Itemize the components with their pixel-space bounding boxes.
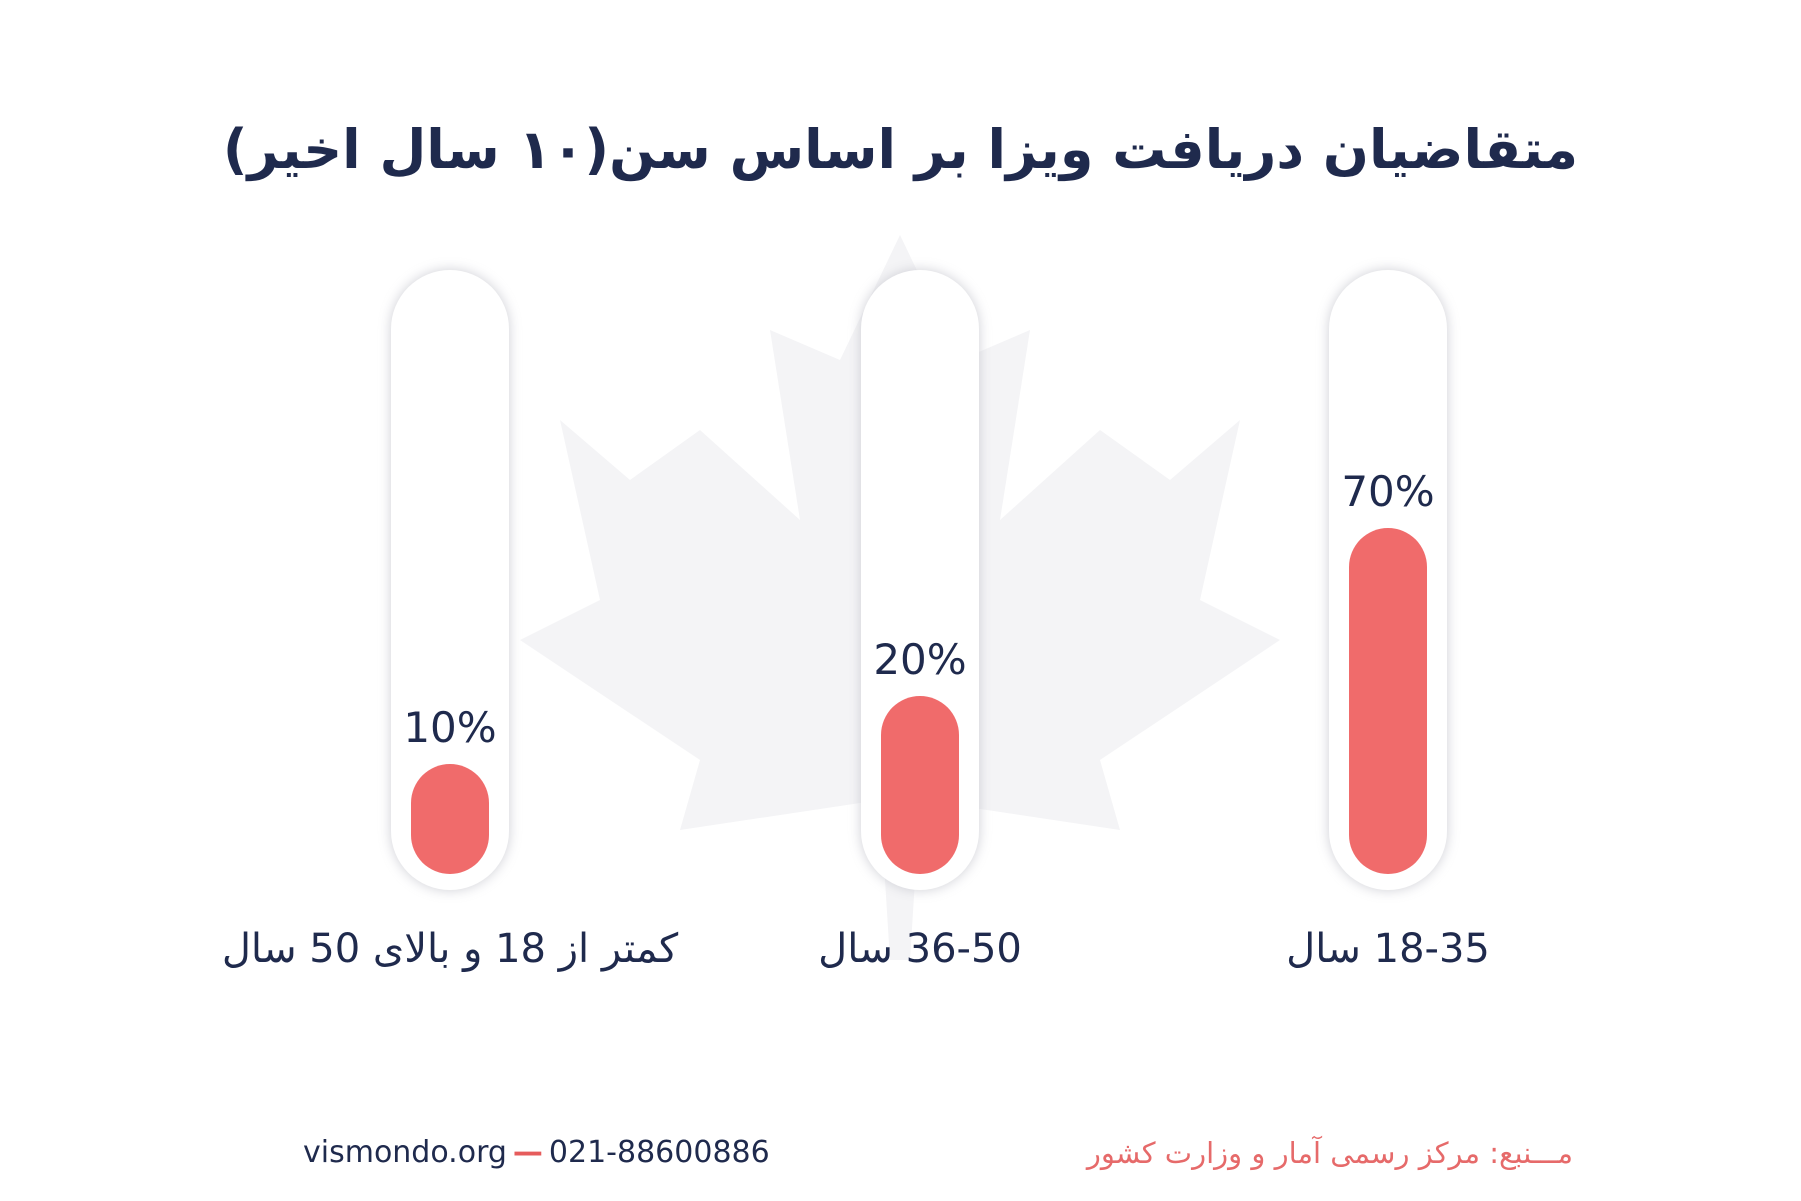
website-link[interactable]: vismondo.org xyxy=(303,1135,507,1170)
phone-number: 021-88600886 xyxy=(548,1135,770,1170)
data-label: 10% xyxy=(403,703,496,752)
contact-info: vismondo.org —021-88600886 xyxy=(303,1135,770,1170)
bar-fill xyxy=(411,764,489,874)
category-label: 18-35 سال xyxy=(1286,926,1490,972)
source-note: مـــنبع: مرکز رسمی آمار و وزارت کشور xyxy=(1086,1136,1573,1170)
bar-track xyxy=(391,270,509,890)
separator-dash: — xyxy=(512,1135,543,1170)
bar-fill xyxy=(1349,528,1427,874)
category-label: 36-50 سال xyxy=(818,926,1022,972)
category-label: کمتر از 18 و بالای 50 سال xyxy=(222,926,679,972)
data-label: 70% xyxy=(1341,467,1434,516)
chart-title: متقاضیان دریافت ویزا بر اساس سن(۱۰ سال ا… xyxy=(222,118,1579,181)
bar-fill xyxy=(881,696,959,874)
data-label: 20% xyxy=(873,635,966,684)
